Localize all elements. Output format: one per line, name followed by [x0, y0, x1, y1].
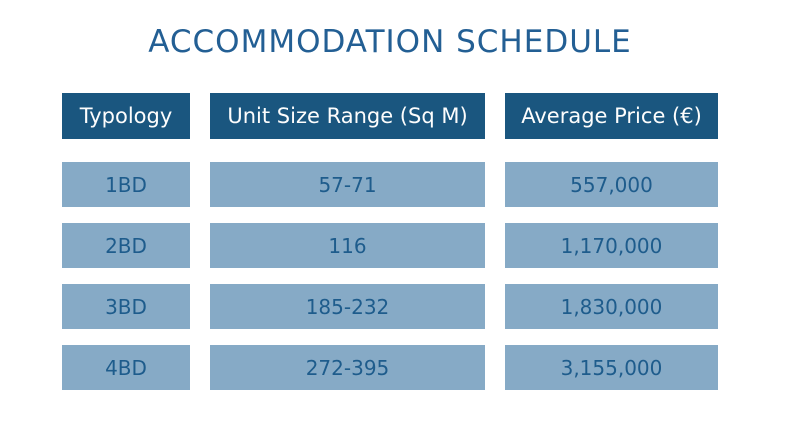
- page-title: ACCOMMODATION SCHEDULE: [148, 24, 632, 60]
- header-typology: Typology: [62, 93, 190, 139]
- cell-unit-size-range: 272-395: [210, 345, 485, 390]
- table-row-2bd: 2BD 116 1,170,000: [62, 223, 718, 268]
- cell-typology: 1BD: [62, 162, 190, 207]
- cell-average-price: 1,830,000: [505, 284, 718, 329]
- table-header-row: Typology Unit Size Range (Sq M) Average …: [62, 93, 718, 139]
- cell-unit-size-range: 116: [210, 223, 485, 268]
- cell-typology: 3BD: [62, 284, 190, 329]
- cell-typology: 2BD: [62, 223, 190, 268]
- header-unit-size-range: Unit Size Range (Sq M): [210, 93, 485, 139]
- table-row-1bd: 1BD 57-71 557,000: [62, 162, 718, 207]
- cell-average-price: 3,155,000: [505, 345, 718, 390]
- table-row-4bd: 4BD 272-395 3,155,000: [62, 345, 718, 390]
- header-average-price: Average Price (€): [505, 93, 718, 139]
- cell-average-price: 1,170,000: [505, 223, 718, 268]
- accommodation-table: Typology Unit Size Range (Sq M) Average …: [62, 93, 718, 390]
- cell-unit-size-range: 185-232: [210, 284, 485, 329]
- table-row-3bd: 3BD 185-232 1,830,000: [62, 284, 718, 329]
- cell-unit-size-range: 57-71: [210, 162, 485, 207]
- cell-typology: 4BD: [62, 345, 190, 390]
- cell-average-price: 557,000: [505, 162, 718, 207]
